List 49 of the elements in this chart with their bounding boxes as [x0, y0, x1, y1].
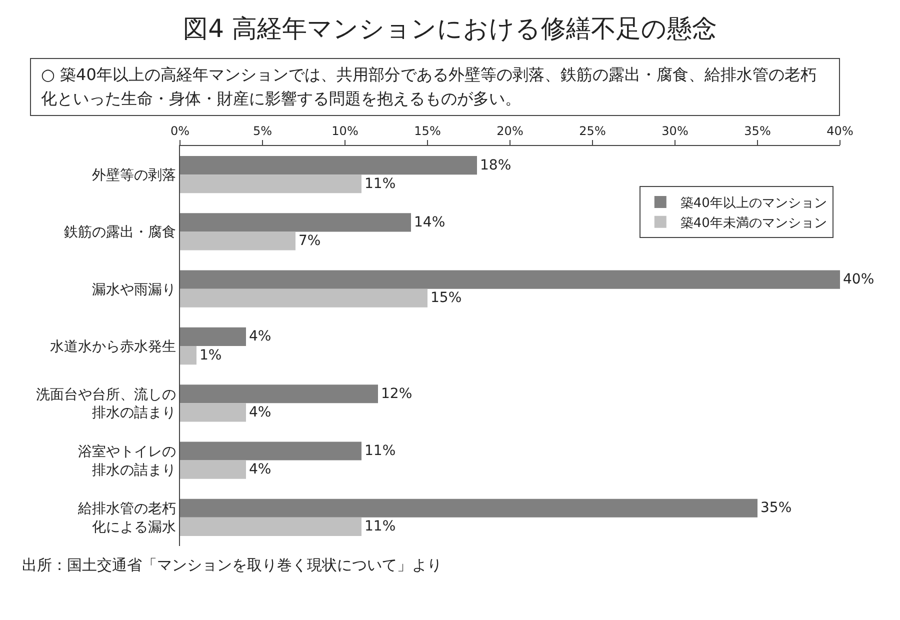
bar — [180, 156, 477, 175]
bar — [180, 288, 428, 308]
x-tick-label: 5% — [252, 124, 272, 138]
x-tick-label: 25% — [579, 124, 606, 138]
data-label: 7% — [298, 233, 321, 249]
data-label: 12% — [381, 386, 412, 402]
data-label: 15% — [430, 290, 462, 306]
bar — [180, 213, 411, 232]
text: 出所：国土交通省「マンションを取り巻く現状について」より — [22, 556, 443, 575]
bar — [180, 460, 246, 479]
y-tick-label: 洗面台や台所、流しの排水の詰まり — [36, 386, 176, 422]
bar — [180, 403, 246, 422]
bar — [180, 498, 758, 518]
y-tick-label: 浴室やトイレの排水の詰まり — [78, 444, 176, 478]
data-label: 4% — [249, 462, 272, 478]
data-label: 4% — [249, 404, 272, 420]
bar — [180, 346, 196, 365]
bar — [180, 442, 362, 460]
bar — [180, 517, 362, 536]
bar — [180, 232, 296, 250]
y-tick-label: 水道水から赤水発生 — [50, 338, 176, 355]
bar — [180, 174, 362, 194]
bar — [180, 270, 840, 289]
data-label: 1% — [200, 347, 222, 364]
chart-subtitle: ○ 築40年以上の高経年マンションでは、共用部分である外壁等の剥落、鉄筋の露出・腐食、給排水管の老朽化といった生命・身体・財産に影響する問題を抱えるものが多い。 — [30, 58, 840, 116]
data-label: 4% — [249, 328, 272, 345]
x-tick-label: 0% — [170, 124, 190, 138]
legend-label: 築40年以上のマンション — [680, 196, 827, 212]
bar — [180, 327, 246, 346]
x-tick-label: 40% — [826, 124, 854, 138]
y-tick-label: 漏水や雨漏り — [92, 282, 176, 298]
x-tick-label: 10% — [332, 124, 358, 138]
chart-title: 図4 高経年マンションにおける修繕不足の懸念 — [182, 13, 718, 45]
data-label: 35% — [760, 500, 792, 516]
data-label: 11% — [364, 443, 396, 459]
x-tick-label: 30% — [662, 124, 688, 138]
x-tick-label: 35% — [744, 124, 771, 138]
data-label: 11% — [364, 518, 396, 535]
x-tick-label: 15% — [414, 124, 441, 138]
y-tick-label: 鉄筋の露出・腐食 — [64, 224, 176, 241]
data-label: 18% — [480, 157, 512, 174]
data-label: 11% — [364, 176, 396, 192]
data-label: 40% — [843, 272, 874, 288]
data-label: 14% — [414, 214, 446, 230]
bar — [180, 384, 378, 404]
legend-label: 築40年未満のマンション — [680, 216, 827, 231]
y-tick-label: 給排水管の老朽化による漏水 — [77, 501, 176, 536]
y-tick-label: 外壁等の剥落 — [92, 167, 176, 184]
x-tick-label: 20% — [496, 124, 524, 138]
